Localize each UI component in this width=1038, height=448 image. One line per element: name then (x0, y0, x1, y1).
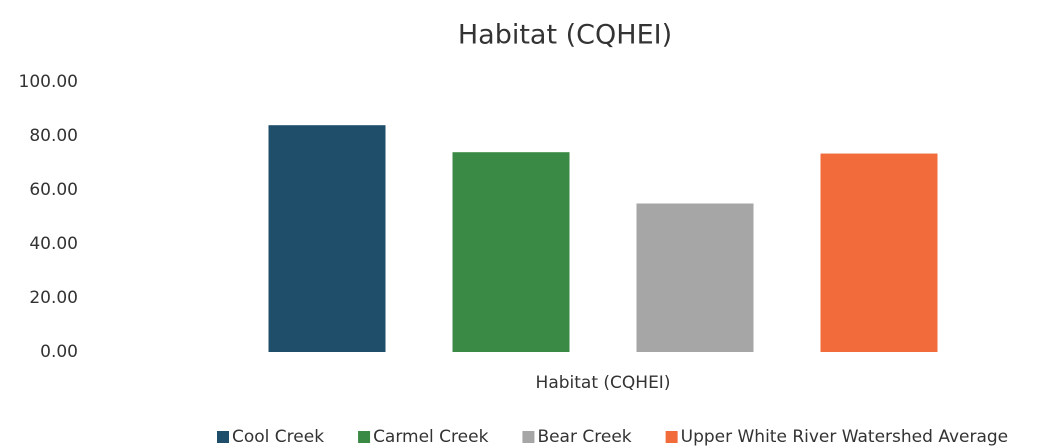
legend-swatch (665, 431, 678, 443)
legend-label: Upper White River Watershed Average (681, 427, 1009, 447)
y-tick-label: 0.00 (40, 342, 78, 362)
x-tick-label: Habitat (CQHEI) (536, 373, 671, 393)
legend-label: Carmel Creek (373, 427, 489, 447)
bar (452, 152, 570, 352)
chart-title: Habitat (CQHEI) (458, 20, 672, 51)
y-tick-label: 80.00 (29, 126, 78, 146)
bar (268, 125, 386, 352)
legend-swatch (522, 431, 535, 443)
y-tick-label: 100.00 (19, 72, 78, 92)
bar (820, 153, 938, 352)
legend-label: Cool Creek (232, 427, 324, 447)
legend-label: Bear Creek (537, 427, 631, 447)
bar (636, 203, 754, 352)
legend-swatch (217, 431, 229, 443)
y-tick-label: 20.00 (29, 288, 78, 308)
legend-swatch (358, 431, 371, 443)
y-tick-label: 60.00 (29, 180, 78, 200)
y-tick-label: 40.00 (29, 234, 78, 254)
